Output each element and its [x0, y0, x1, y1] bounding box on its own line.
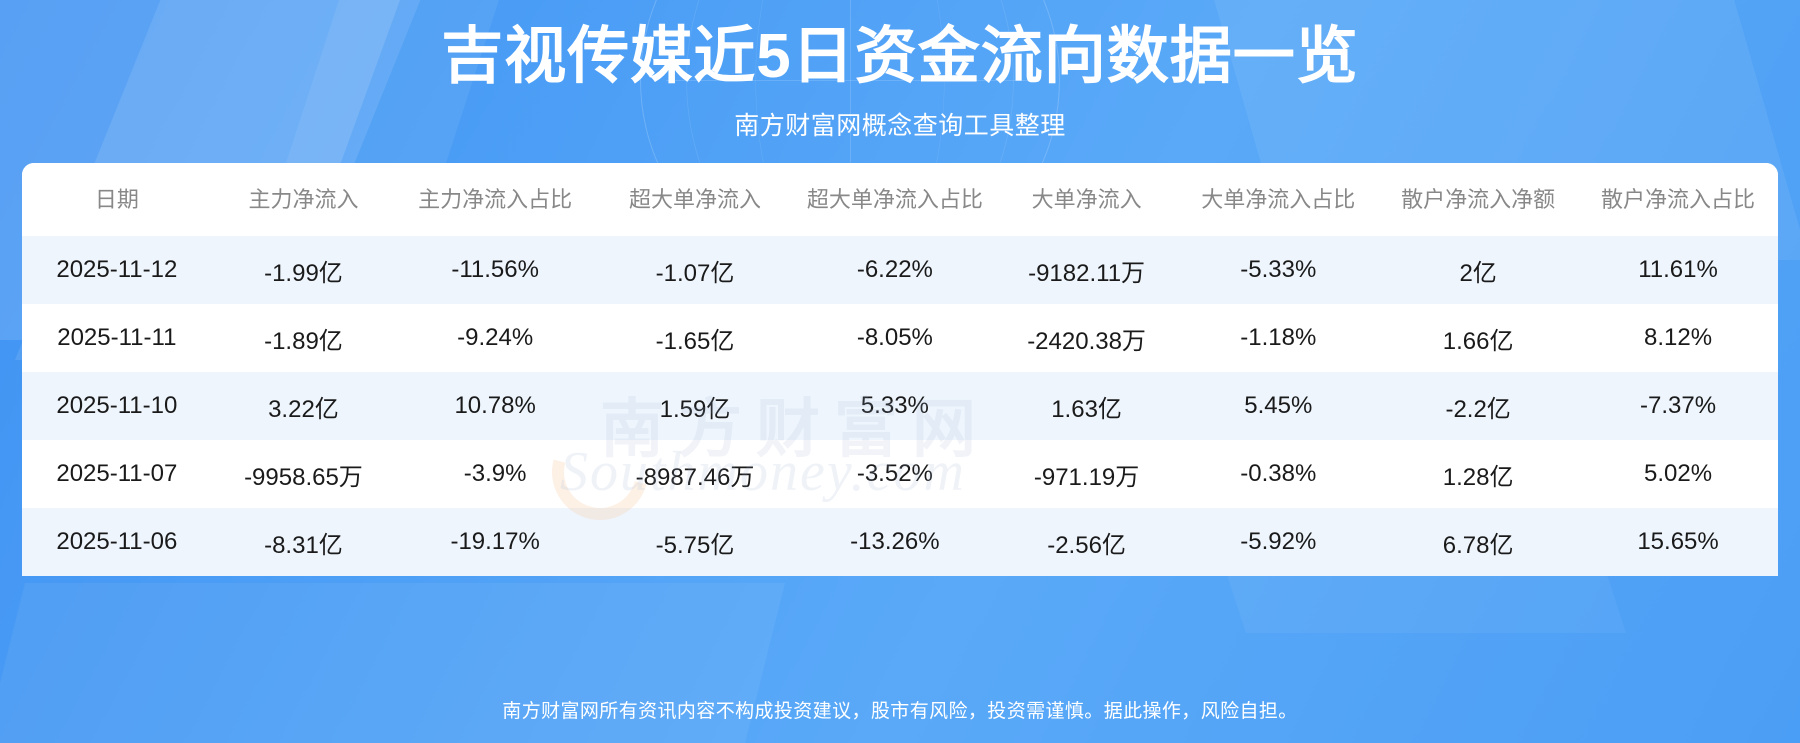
- cell-retail-net: 6.78亿: [1378, 508, 1579, 576]
- cell-lg-net: 1.63亿: [994, 372, 1179, 440]
- cell-date: 2025-11-12: [22, 236, 212, 304]
- table-row: 2025-11-10 3.22亿 10.78% 1.59亿 5.33% 1.63…: [22, 372, 1778, 440]
- cell-xl-pct: -8.05%: [794, 304, 995, 372]
- cell-main-pct: -19.17%: [395, 508, 596, 576]
- cell-main-net: -1.99亿: [211, 236, 396, 304]
- cell-retail-pct: 8.12%: [1578, 304, 1778, 372]
- cell-retail-net: 1.28亿: [1378, 440, 1579, 508]
- cell-date: 2025-11-07: [22, 440, 212, 508]
- cell-date: 2025-11-10: [22, 372, 212, 440]
- data-table-card: 日期 主力净流入 主力净流入占比 超大单净流入 超大单净流入占比 大单净流入 大…: [22, 163, 1778, 576]
- banner: 吉视传媒近5日资金流向数据一览 南方财富网概念查询工具整理: [0, 0, 1800, 152]
- cell-main-pct: -11.56%: [395, 236, 596, 304]
- cell-lg-pct: -1.18%: [1178, 304, 1379, 372]
- column-header-retail-pct[interactable]: 散户净流入占比: [1578, 163, 1778, 236]
- cell-main-pct: -3.9%: [395, 440, 596, 508]
- table-row: 2025-11-12 -1.99亿 -11.56% -1.07亿 -6.22% …: [22, 236, 1778, 304]
- cell-lg-net: -2420.38万: [994, 304, 1179, 372]
- cell-xl-net: -5.75亿: [595, 508, 795, 576]
- page-title: 吉视传媒近5日资金流向数据一览: [441, 22, 1359, 91]
- cell-lg-net: -971.19万: [994, 440, 1179, 508]
- table-row: 2025-11-11 -1.89亿 -9.24% -1.65亿 -8.05% -…: [22, 304, 1778, 372]
- table-row: 2025-11-06 -8.31亿 -19.17% -5.75亿 -13.26%…: [22, 508, 1778, 576]
- column-header-date[interactable]: 日期: [22, 163, 212, 236]
- cell-xl-net: -1.65亿: [595, 304, 795, 372]
- cell-xl-pct: -3.52%: [794, 440, 995, 508]
- page-subtitle: 南方财富网概念查询工具整理: [734, 112, 1066, 140]
- cell-retail-net: 2亿: [1378, 236, 1579, 304]
- column-header-xl-net[interactable]: 超大单净流入: [595, 163, 795, 236]
- cell-lg-net: -9182.11万: [994, 236, 1179, 304]
- cell-retail-net: -2.2亿: [1378, 372, 1579, 440]
- cell-retail-pct: 11.61%: [1578, 236, 1778, 304]
- fund-flow-table: 日期 主力净流入 主力净流入占比 超大单净流入 超大单净流入占比 大单净流入 大…: [22, 163, 1778, 576]
- cell-date: 2025-11-06: [22, 508, 212, 576]
- cell-lg-pct: -5.33%: [1178, 236, 1379, 304]
- footer-disclaimer: 南方财富网所有资讯内容不构成投资建议，股市有风险，投资需谨慎。据此操作，风险自担…: [502, 700, 1298, 722]
- cell-lg-pct: -0.38%: [1178, 440, 1379, 508]
- cell-retail-net: 1.66亿: [1378, 304, 1579, 372]
- cell-date: 2025-11-11: [22, 304, 212, 372]
- cell-retail-pct: 15.65%: [1578, 508, 1778, 576]
- cell-main-net: -1.89亿: [211, 304, 396, 372]
- column-header-main-net[interactable]: 主力净流入: [211, 163, 396, 236]
- cell-main-net: 3.22亿: [211, 372, 396, 440]
- column-header-lg-net[interactable]: 大单净流入: [994, 163, 1179, 236]
- cell-xl-net: -8987.46万: [595, 440, 795, 508]
- cell-xl-net: -1.07亿: [595, 236, 795, 304]
- column-header-retail-net[interactable]: 散户净流入净额: [1378, 163, 1579, 236]
- cell-main-net: -8.31亿: [211, 508, 396, 576]
- column-header-main-pct[interactable]: 主力净流入占比: [395, 163, 596, 236]
- cell-retail-pct: 5.02%: [1578, 440, 1778, 508]
- cell-xl-pct: -6.22%: [794, 236, 995, 304]
- cell-lg-net: -2.56亿: [994, 508, 1179, 576]
- column-header-lg-pct[interactable]: 大单净流入占比: [1178, 163, 1379, 236]
- cell-lg-pct: -5.92%: [1178, 508, 1379, 576]
- table-row: 2025-11-07 -9958.65万 -3.9% -8987.46万 -3.…: [22, 440, 1778, 508]
- cell-main-pct: 10.78%: [395, 372, 596, 440]
- footer: 南方财富网所有资讯内容不构成投资建议，股市有风险，投资需谨慎。据此操作，风险自担…: [0, 680, 1800, 743]
- cell-xl-net: 1.59亿: [595, 372, 795, 440]
- cell-xl-pct: -13.26%: [794, 508, 995, 576]
- cell-lg-pct: 5.45%: [1178, 372, 1379, 440]
- column-header-xl-pct[interactable]: 超大单净流入占比: [794, 163, 995, 236]
- table-header-row: 日期 主力净流入 主力净流入占比 超大单净流入 超大单净流入占比 大单净流入 大…: [22, 163, 1778, 236]
- cell-retail-pct: -7.37%: [1578, 372, 1778, 440]
- cell-main-net: -9958.65万: [211, 440, 396, 508]
- cell-main-pct: -9.24%: [395, 304, 596, 372]
- cell-xl-pct: 5.33%: [794, 372, 995, 440]
